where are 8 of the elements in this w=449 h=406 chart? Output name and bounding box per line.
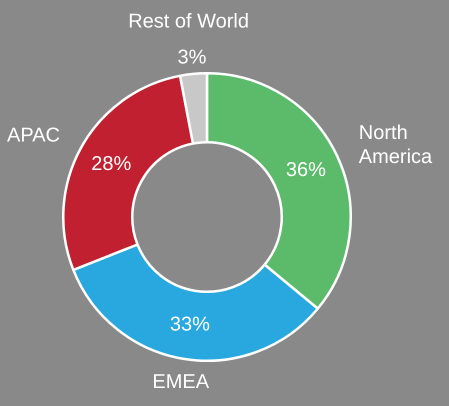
slice-label: EMEA <box>152 371 210 394</box>
slice-label: North America <box>358 122 434 168</box>
slice-label: Rest of World <box>128 10 249 33</box>
slice-label: APAC <box>7 124 60 147</box>
data-label: 36% <box>286 159 326 181</box>
data-label: 28% <box>91 152 132 175</box>
data-label: 3% <box>178 46 207 68</box>
data-label: 33% <box>170 313 210 336</box>
